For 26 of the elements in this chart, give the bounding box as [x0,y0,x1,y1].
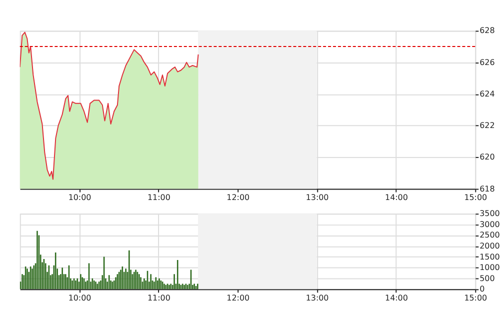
y-tick-label: 3000 [480,220,500,229]
y-tick-label: 628 [480,26,495,36]
x-tick-label: 15:00 [464,294,488,303]
y-tick-label: 1500 [480,252,500,262]
y-tick-label: 618 [480,184,495,194]
x-tick-label: 12:00 [226,294,250,303]
y-tick-label: 620 [480,152,495,162]
y-tick-label: 2000 [480,241,500,250]
y-tick-label: 0 [480,284,485,294]
x-tick-label: 10:00 [68,193,92,202]
y-tick-label: 626 [480,58,495,67]
y-tick-label: 2500 [480,230,500,240]
x-tick-label: 14:00 [385,193,408,202]
y-tick-label: 622 [480,121,495,130]
x-tick-label: 13:00 [306,193,329,202]
y-tick-label: 3500 [480,209,500,218]
y-tick-label: 500 [480,274,495,283]
x-tick-label: 13:00 [306,294,329,303]
x-tick-label: 11:00 [148,193,170,202]
x-tick-label: 15:00 [464,193,488,202]
x-tick-label: 10:00 [68,294,92,303]
y-tick-label: 624 [480,89,495,98]
y-tick-label: 1000 [480,263,500,272]
x-tick-label: 11:00 [148,294,170,303]
x-tick-label: 14:00 [385,294,408,303]
x-tick-label: 12:00 [226,193,250,202]
